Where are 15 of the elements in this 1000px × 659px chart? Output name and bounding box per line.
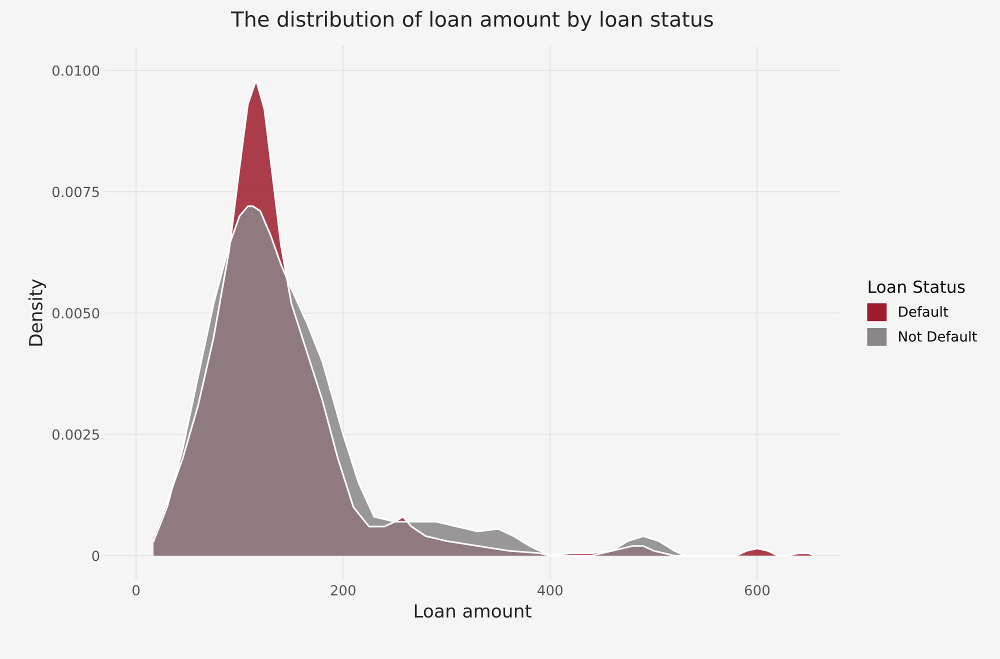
x-tick-label: 0 [132, 585, 140, 596]
y-axis-title: Density [28, 279, 46, 346]
y-tick-label: 0.0025 [52, 429, 99, 440]
legend-label: Not Default [899, 330, 977, 342]
y-tick-label: 0.0050 [52, 308, 100, 318]
x-tick-label: 600 [744, 585, 770, 596]
x-axis-title: Loan amount [414, 604, 532, 618]
y-tick-label: 0.0075 [52, 186, 99, 198]
legend-label: Default [899, 306, 948, 317]
chart-title: The distribution of loan amount by loan status [231, 10, 713, 32]
x-tick-label: 400 [538, 585, 562, 596]
legend-title: Loan Status [868, 280, 965, 294]
x-tick-label: 200 [330, 585, 356, 596]
y-tick-label: 0.0100 [52, 65, 100, 76]
y-tick-label: 0 [92, 550, 100, 562]
